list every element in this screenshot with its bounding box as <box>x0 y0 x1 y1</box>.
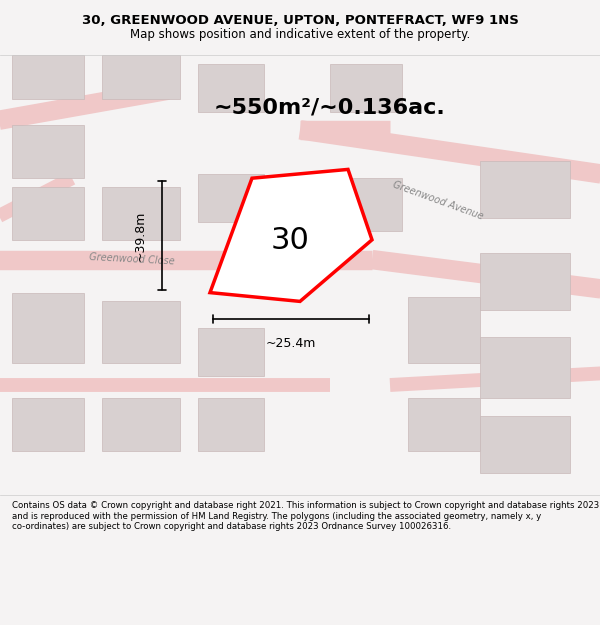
Bar <box>480 161 570 217</box>
Bar <box>198 64 264 112</box>
Text: ~25.4m: ~25.4m <box>266 337 316 349</box>
Bar <box>330 64 402 112</box>
Text: ~39.8m: ~39.8m <box>134 210 147 261</box>
Bar <box>12 398 84 451</box>
Bar <box>408 398 480 451</box>
Bar <box>198 398 264 451</box>
Bar <box>408 297 480 363</box>
Bar <box>102 187 180 240</box>
Text: 30: 30 <box>271 226 310 255</box>
Text: Greenwood Avenue: Greenwood Avenue <box>391 179 485 221</box>
Bar <box>102 55 180 99</box>
Bar <box>198 174 264 222</box>
Text: 30, GREENWOOD AVENUE, UPTON, PONTEFRACT, WF9 1NS: 30, GREENWOOD AVENUE, UPTON, PONTEFRACT,… <box>82 14 518 27</box>
Bar <box>12 187 84 240</box>
Bar <box>480 337 570 398</box>
Bar <box>102 398 180 451</box>
Bar <box>12 126 84 178</box>
Text: ~550m²/~0.136ac.: ~550m²/~0.136ac. <box>214 98 446 118</box>
Text: Map shows position and indicative extent of the property.: Map shows position and indicative extent… <box>130 28 470 41</box>
Bar <box>12 292 84 363</box>
Bar <box>198 328 264 376</box>
Bar <box>330 178 402 231</box>
Text: Contains OS data © Crown copyright and database right 2021. This information is : Contains OS data © Crown copyright and d… <box>12 501 599 531</box>
Bar <box>102 301 180 363</box>
Bar <box>480 416 570 473</box>
Bar <box>12 55 84 99</box>
Polygon shape <box>210 169 372 301</box>
Bar <box>480 253 570 310</box>
Text: Greenwood Close: Greenwood Close <box>89 253 175 267</box>
